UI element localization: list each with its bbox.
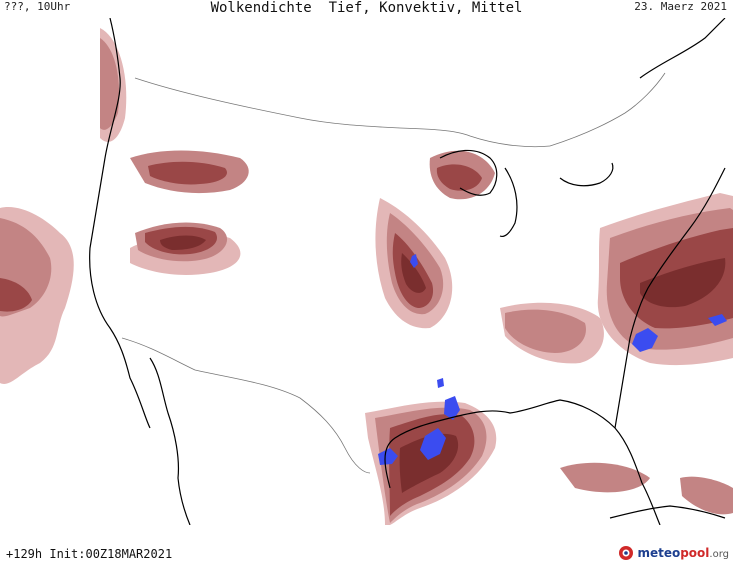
forecast-time-label: ???, 10Uhr [4,0,71,13]
convective-cells [378,254,727,465]
meteopool-logo-icon [619,546,634,560]
logo-text-org: .org [709,549,729,560]
logo-text-pool: pool [680,546,710,560]
cloud-density-map [0,18,733,525]
map-title: Wolkendichte Tief, Konvektiv, Mittel [210,0,523,16]
forecast-date: 23. Maerz 2021 [634,0,727,13]
political-borders [121,72,666,474]
meteopool-logo[interactable]: meteopool.org [618,545,729,561]
cloud-layer-very-dense [160,235,726,493]
logo-text-meteo: meteo [637,546,681,560]
coastlines [89,18,726,525]
model-run-info: +129h Init:00Z18MAR2021 [6,547,173,561]
